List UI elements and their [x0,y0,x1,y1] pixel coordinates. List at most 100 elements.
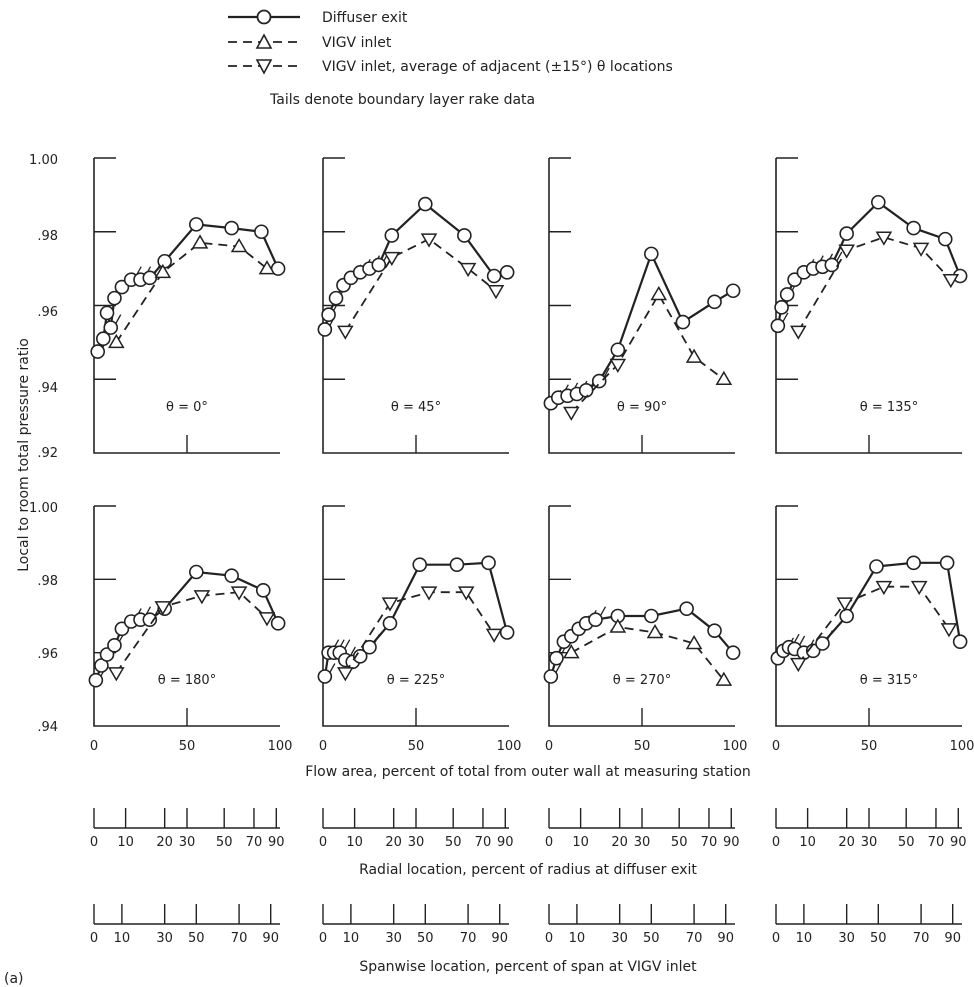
vigv-inlet-point [715,370,733,385]
vigv-inlet-point [191,234,209,249]
xtick-c4-0: 0 [772,739,780,754]
legend-label-vigv-inlet: VIGV inlet [322,35,392,51]
xtick-c3-0: 0 [545,739,553,754]
series-vigv-inlet [337,586,503,682]
diffuser-exit-line [323,202,508,330]
panel-theta-225: θ = 225° [317,505,515,727]
diffuser-exit-point [255,583,271,598]
scale-tick-label: 10 [117,835,134,850]
scale-tick-label: 10 [114,931,131,946]
radial-axis-title: Radial location, percent of radius at di… [359,862,697,878]
panel-theta-0: θ = 0° [90,157,286,454]
panel-title: θ = 225° [387,673,445,688]
diffuser-exit-point [457,228,472,243]
series-diffuser-exit [543,246,741,411]
vigv-inlet-point [685,635,703,650]
span-scale-col-2: 0 10 30 50 70 90 [319,904,509,946]
scale-tick-label: 70 [928,835,945,850]
vigv-inlet-line [344,591,495,674]
vigv-inlet-line [797,236,952,332]
ytick-top-0-92: .92 [37,446,58,461]
vigv-inlet-point [230,238,248,253]
scale-tick-label: 50 [870,931,887,946]
diffuser-exit-point [543,669,559,684]
diffuser-exit-point [770,318,786,334]
scale-tick-label: 30 [861,835,878,850]
diffuser-exit-point [382,616,398,631]
diffuser-exit-point [937,231,953,247]
diffuser-exit-point [906,220,921,236]
vigv-inlet-point [912,242,930,257]
diffuser-exit-point [952,634,968,649]
panel-axes [775,158,962,454]
diffuser-exit-point [157,253,172,269]
diffuser-exit-point [779,287,795,302]
scale-tick-label: 90 [491,931,508,946]
scale-tick-label: 70 [686,931,703,946]
diffuser-exit-point [824,257,840,273]
diffuser-exit-point [449,557,465,572]
scale-tick-label: 90 [723,835,740,850]
scale-tick-label: 50 [216,835,233,850]
scale-tick-label: 30 [156,931,173,946]
vigv-inlet-point [383,251,401,267]
series-diffuser-exit [770,194,968,334]
vigv-inlet-point [875,580,893,596]
scale-tick-label: 0 [545,931,553,946]
vigv-inlet-point [609,358,627,373]
panel-title: θ = 270° [613,673,671,688]
vigv-inlet-point [685,348,703,363]
diffuser-exit-point [224,568,239,583]
panel-axes [322,158,509,454]
vigv-inlet-point [230,586,248,601]
series-vigv-inlet [337,233,505,340]
diffuser-exit-point [224,220,239,236]
vigv-inlet-point [420,586,438,601]
series-vigv-inlet [108,586,276,682]
panel-axes [93,158,280,454]
diffuser-exit-point [839,226,854,241]
vigv-inlet-point [459,262,477,278]
scale-tick-label: 0 [319,835,327,850]
panel-title: θ = 0° [166,400,208,415]
vigv-inlet-point [193,590,211,605]
diffuser-exit-point [643,608,659,624]
scale-tick-label: 90 [717,931,734,946]
diffuser-exit-point [328,290,344,306]
vigv-inlet-point [646,624,664,639]
panel-title: θ = 315° [860,673,918,688]
vigv-inlet-point [563,644,580,659]
xtick-c4-100: 100 [950,739,974,754]
series-vigv-inlet [790,580,958,673]
vigv-inlet-line [115,241,268,343]
bottom-row-y-ticks: 1.00 .98 .96 .94 [29,501,58,735]
vigv-inlet-line [570,292,725,414]
panel-theta-180: θ = 180° [88,505,286,727]
diffuser-exit-point [371,257,387,273]
diffuser-exit-point [610,342,626,358]
diffuser-exit-point [578,383,594,398]
scale-tick-label: 30 [634,835,651,850]
scale-tick-label: 30 [838,931,855,946]
radial-scale-col-1: 0 10 20 30 50 70 90 [90,808,285,850]
scale-tick-label: 20 [838,835,855,850]
diffuser-exit-point [317,322,333,337]
scale-tick-label: 0 [90,835,98,850]
panel-theta-90: θ = 90° [543,157,741,454]
diffuser-exit-point [270,616,286,631]
scale-tick-label: 70 [913,931,930,946]
rake-tail [793,633,800,644]
xtick-c3-50: 50 [634,739,651,754]
diffuser-exit-point [481,555,496,571]
scale-tick-label: 10 [796,931,813,946]
diffuser-exit-point [643,246,659,262]
vigv-inlet-point [457,586,475,601]
scale-tick-label: 70 [701,835,718,850]
x-ticks-flow-area: 0 50 100 0 50 100 0 50 100 0 50 100 [90,739,974,754]
legend: Diffuser exit VIGV inlet VIGV inlet, ave… [228,9,673,108]
diffuser-exit-point [499,265,515,280]
scale-tick-label: 90 [944,931,961,946]
xtick-c2-100: 100 [497,739,522,754]
rake-tail [603,367,610,378]
diffuser-exit-point [107,290,122,306]
